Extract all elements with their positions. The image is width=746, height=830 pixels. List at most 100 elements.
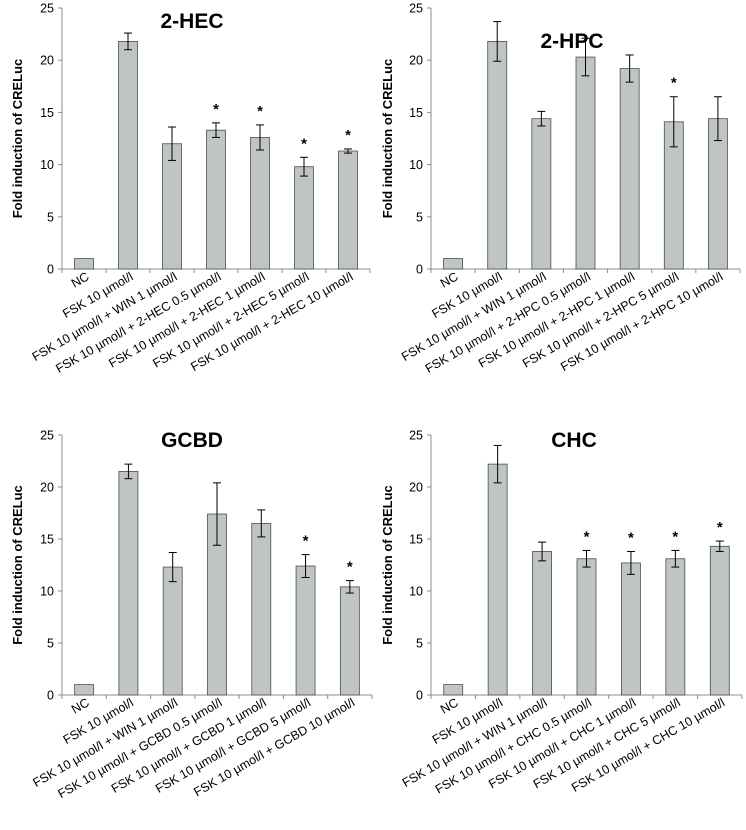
significance-marker: * bbox=[213, 101, 219, 118]
bar bbox=[709, 545, 730, 696]
bar bbox=[162, 143, 182, 270]
error-bar bbox=[124, 463, 133, 480]
bar bbox=[74, 258, 94, 270]
error-bar bbox=[256, 124, 264, 151]
significance-marker: * bbox=[717, 519, 723, 536]
error-bar bbox=[345, 580, 354, 594]
significance-marker: * bbox=[671, 75, 677, 92]
bar bbox=[532, 551, 552, 696]
bar bbox=[294, 166, 314, 270]
significance-marker: * bbox=[303, 533, 309, 550]
error-bar bbox=[581, 37, 590, 77]
y-tick-label: 10 bbox=[40, 158, 54, 172]
error-bar bbox=[124, 32, 132, 51]
bar bbox=[708, 118, 728, 270]
chart-title: 2-HPC bbox=[540, 30, 603, 53]
significance-marker: * bbox=[345, 127, 351, 144]
bar bbox=[206, 129, 226, 270]
x-category-label: NC bbox=[69, 695, 92, 716]
error-bar bbox=[301, 554, 310, 578]
significance-marker: * bbox=[301, 135, 307, 152]
error-bar bbox=[715, 540, 724, 552]
bar bbox=[487, 41, 508, 270]
bar bbox=[118, 470, 139, 696]
y-tick-label: 15 bbox=[40, 533, 54, 547]
error-bar bbox=[625, 54, 634, 83]
x-category-label: NC bbox=[438, 269, 461, 290]
y-tick-label: 0 bbox=[47, 689, 54, 703]
y-tick-label: 10 bbox=[409, 585, 423, 599]
y-tick-label: 15 bbox=[40, 106, 54, 120]
bar bbox=[576, 558, 597, 696]
y-axis-label: Fold induction of CRELuc bbox=[380, 59, 395, 219]
y-tick-label: 15 bbox=[409, 106, 423, 120]
bar bbox=[74, 684, 95, 696]
significance-marker: * bbox=[584, 528, 590, 545]
error-bar bbox=[582, 549, 591, 568]
bar bbox=[338, 150, 358, 270]
significance-marker: * bbox=[257, 103, 263, 120]
error-bar bbox=[537, 110, 546, 127]
y-tick-label: 10 bbox=[40, 585, 54, 599]
error-bar bbox=[213, 482, 221, 546]
error-bar bbox=[713, 96, 722, 142]
bar bbox=[443, 684, 464, 696]
error-bar bbox=[257, 509, 266, 538]
y-tick-label: 0 bbox=[416, 263, 423, 277]
y-tick-label: 5 bbox=[47, 637, 54, 651]
x-category-label: NC bbox=[69, 269, 92, 290]
y-tick-label: 25 bbox=[40, 2, 54, 16]
significance-marker: * bbox=[672, 528, 678, 545]
significance-marker: * bbox=[347, 559, 353, 576]
bar bbox=[665, 558, 686, 696]
chart-title: CHC bbox=[551, 429, 597, 452]
y-tick-label: 15 bbox=[409, 533, 423, 547]
error-bar bbox=[493, 21, 502, 62]
y-axis-label: Fold induction of CRELuc bbox=[10, 485, 25, 645]
y-tick-label: 5 bbox=[416, 210, 423, 224]
y-tick-label: 10 bbox=[409, 158, 423, 172]
y-axis-label: Fold induction of CRELuc bbox=[380, 485, 395, 645]
y-tick-label: 25 bbox=[40, 429, 54, 443]
error-bar bbox=[168, 126, 176, 161]
error-bar bbox=[168, 552, 177, 583]
y-tick-label: 5 bbox=[47, 210, 54, 224]
bar bbox=[575, 56, 596, 270]
bar bbox=[487, 463, 508, 696]
chart-title: 2-HEC bbox=[160, 10, 223, 33]
y-tick-label: 25 bbox=[409, 429, 423, 443]
bar bbox=[118, 41, 138, 270]
error-bar bbox=[538, 541, 547, 562]
bar bbox=[250, 137, 270, 270]
y-tick-label: 20 bbox=[409, 54, 423, 68]
y-axis-label: Fold induction of CRELuc bbox=[10, 59, 25, 219]
bar bbox=[531, 118, 552, 270]
y-tick-label: 5 bbox=[416, 637, 423, 651]
y-tick-label: 0 bbox=[47, 263, 54, 277]
error-bar bbox=[300, 156, 308, 177]
error-bar bbox=[344, 148, 352, 154]
error-bar bbox=[671, 549, 680, 568]
bar bbox=[443, 258, 463, 270]
y-tick-label: 20 bbox=[409, 481, 423, 495]
error-bar bbox=[626, 550, 635, 575]
error-bar bbox=[669, 96, 678, 148]
y-tick-label: 20 bbox=[40, 54, 54, 68]
significance-marker: * bbox=[628, 529, 634, 546]
bar bbox=[295, 565, 316, 696]
y-tick-label: 25 bbox=[409, 2, 423, 16]
bar bbox=[619, 68, 640, 270]
error-bar bbox=[212, 122, 220, 138]
bar bbox=[162, 566, 183, 696]
bar bbox=[621, 562, 641, 696]
y-tick-label: 0 bbox=[416, 689, 423, 703]
x-category-label: NC bbox=[438, 695, 461, 716]
chart-title: GCBD bbox=[161, 429, 223, 452]
bar bbox=[251, 523, 272, 696]
